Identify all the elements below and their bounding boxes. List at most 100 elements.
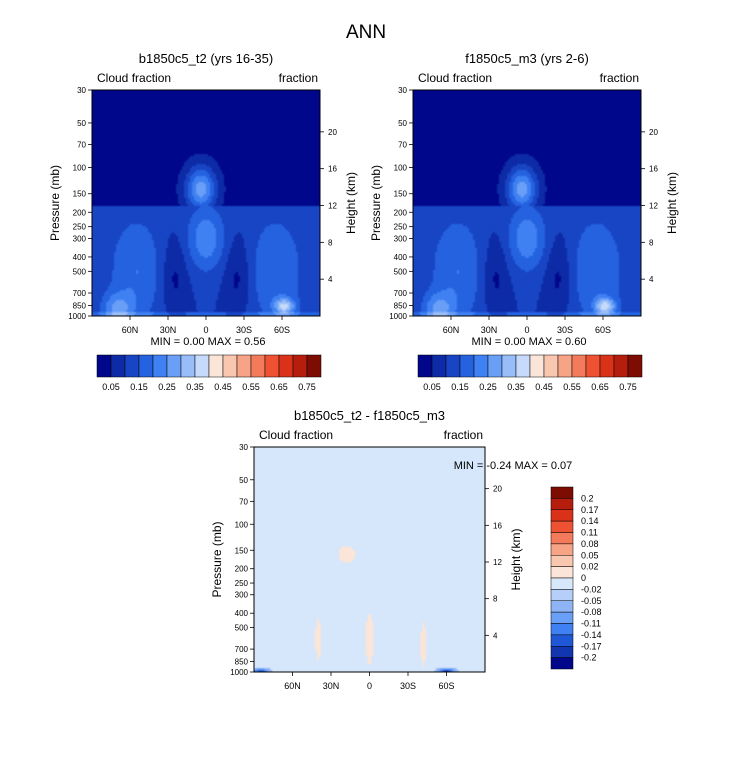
x-tick-label: 30S <box>400 681 416 691</box>
y-tick-label: 200 <box>73 208 87 217</box>
chart-panel-1: b1850c5_t2 (yrs 16-35) Cloud fraction frac… <box>48 51 358 392</box>
height-tick-label: 16 <box>493 521 502 530</box>
y-tick-label: 400 <box>73 253 87 262</box>
y-tick-label: 850 <box>235 658 249 667</box>
y-tick-label: 850 <box>394 302 408 311</box>
x-tick-label: 0 <box>524 325 529 335</box>
colorbar-label: 0.05 <box>581 550 599 560</box>
contour-field <box>254 447 485 672</box>
colorbar-label: 0.45 <box>214 382 232 392</box>
colorbar-label: 0.17 <box>581 505 599 515</box>
colorbar-box <box>445 354 461 378</box>
y-tick-label: 700 <box>394 289 408 298</box>
colorbar-label: 0 <box>581 573 586 583</box>
y-tick-label: 1000 <box>68 312 86 321</box>
colorbar-label: -0.08 <box>581 607 602 617</box>
colorbar-label: -0.14 <box>581 630 602 640</box>
colorbar: 0.20.170.140.110.080.050.020-0.02-0.05-0… <box>550 486 602 670</box>
colorbar-label: -0.11 <box>581 619 601 629</box>
colorbar-box <box>550 532 574 545</box>
y-tick-label: 500 <box>394 267 408 276</box>
colorbar-label: 0.14 <box>581 516 599 526</box>
height-tick-label: 12 <box>328 202 337 211</box>
colorbar-label: 0.11 <box>581 528 598 538</box>
y-tick-label: 700 <box>73 289 87 298</box>
panel-title: f1850c5_m3 (yrs 2-6) <box>465 51 589 66</box>
y-tick-label: 70 <box>77 141 86 150</box>
colorbar-label: 0.05 <box>102 382 120 392</box>
y-axis-label: Pressure (mb) <box>210 521 224 597</box>
y-tick-label: 850 <box>73 302 87 311</box>
y-tick-label: 1000 <box>230 668 248 677</box>
colorbar-box <box>515 354 531 378</box>
y-tick-label: 400 <box>235 609 249 618</box>
y-tick-label: 150 <box>394 190 408 199</box>
colorbar-label: -0.2 <box>581 653 597 663</box>
figure-title: ANN <box>346 22 386 43</box>
y-tick-label: 50 <box>77 119 86 128</box>
y-tick-label: 300 <box>235 591 249 600</box>
height-tick-label: 4 <box>493 631 498 640</box>
colorbar-box <box>152 354 168 378</box>
x-tick-label: 60N <box>122 325 139 335</box>
colorbar-label: 0.02 <box>581 562 599 572</box>
colorbar-box <box>487 354 503 378</box>
colorbar-box <box>550 600 574 613</box>
height-tick-label: 20 <box>328 128 337 137</box>
y-tick-label: 700 <box>235 645 249 654</box>
colorbar-label: 0.25 <box>479 382 497 392</box>
right-label: fraction <box>600 71 639 85</box>
colorbar-box <box>292 354 308 378</box>
y-axis-label-right: Height (km) <box>509 528 523 590</box>
height-tick-label: 12 <box>493 558 502 567</box>
colorbar: 0.05 0.15 0.25 0.35 0.45 0.55 0.65 0.75 <box>96 354 322 392</box>
colorbar-box <box>124 354 140 378</box>
y-tick-label: 250 <box>235 579 249 588</box>
colorbar-box <box>550 589 574 601</box>
right-label: fraction <box>279 71 318 85</box>
colorbar-label: 0.35 <box>507 382 525 392</box>
colorbar-label: 0.75 <box>298 382 316 392</box>
y-tick-label: 30 <box>239 443 248 452</box>
panel-title: b1850c5_t2 (yrs 16-35) <box>139 51 273 66</box>
colorbar-box <box>550 634 574 647</box>
y-tick-label: 70 <box>398 141 407 150</box>
colorbar-label: 0.35 <box>186 382 204 392</box>
min-max-label: MIN = 0.00 MAX = 0.60 <box>472 336 587 348</box>
colorbar-box <box>599 354 615 378</box>
x-tick-label: 60N <box>284 681 301 691</box>
colorbar-box <box>550 611 574 624</box>
height-tick-label: 8 <box>493 595 498 604</box>
contour-field <box>92 90 320 316</box>
colorbar-box <box>250 354 266 378</box>
height-tick-label: 12 <box>649 202 658 211</box>
colorbar: 0.05 0.15 0.25 0.35 0.45 0.55 0.65 0.75 <box>417 354 643 392</box>
y-tick-label: 100 <box>73 164 87 173</box>
colorbar-box <box>222 354 238 378</box>
x-tick-label: 30N <box>481 325 498 335</box>
y-tick-label: 400 <box>394 253 408 262</box>
y-axis-label: Pressure (mb) <box>369 165 383 241</box>
y-tick-label: 300 <box>394 234 408 243</box>
y-tick-label: 30 <box>398 86 407 95</box>
y-axis-label: Pressure (mb) <box>48 165 62 241</box>
left-label: Cloud fraction <box>97 71 171 85</box>
x-tick-label: 60S <box>595 325 611 335</box>
height-tick-label: 4 <box>649 275 654 284</box>
y-tick-label: 70 <box>239 497 248 506</box>
height-tick-label: 20 <box>649 128 658 137</box>
colorbar-box <box>278 354 294 378</box>
colorbar-box <box>550 486 574 499</box>
y-tick-label: 50 <box>239 476 248 485</box>
left-label: Cloud fraction <box>259 428 333 442</box>
x-tick-label: 60S <box>438 681 454 691</box>
colorbar-label: 0.55 <box>563 382 581 392</box>
y-tick-label: 150 <box>73 190 87 199</box>
min-max-label: MIN = -0.24 MAX = 0.07 <box>454 460 573 472</box>
y-tick-label: 50 <box>398 119 407 128</box>
panel-title: b1850c5_t2 - f1850c5_m3 <box>294 408 445 423</box>
y-axis-label-right: Height (km) <box>344 172 358 234</box>
y-tick-label: 30 <box>77 86 86 95</box>
colorbar-label: 0.25 <box>158 382 176 392</box>
